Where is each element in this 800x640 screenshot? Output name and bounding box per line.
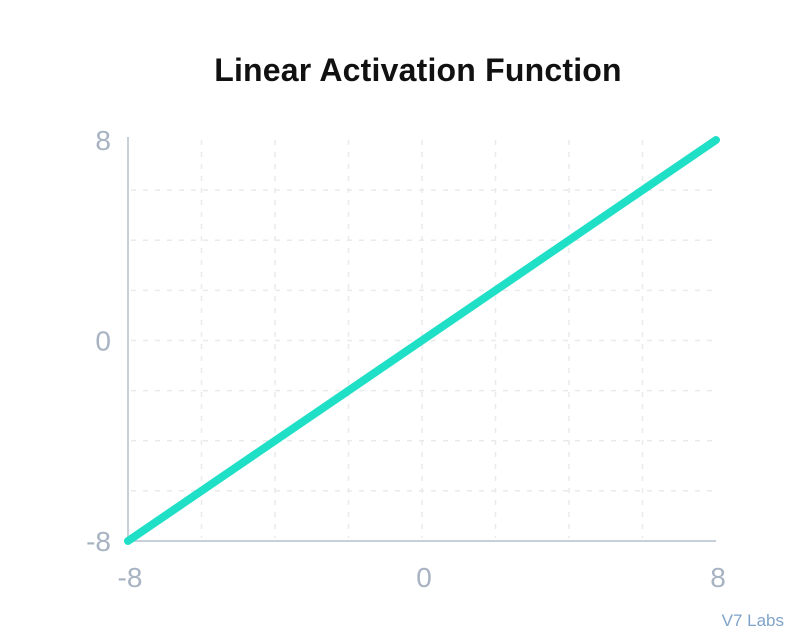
data-line bbox=[124, 136, 720, 545]
y-tick-label: -8 bbox=[86, 526, 111, 557]
chart-title: Linear Activation Function bbox=[214, 52, 622, 88]
x-tick-label: -8 bbox=[118, 562, 143, 593]
y-tick-label: 8 bbox=[95, 125, 111, 156]
watermark-v7-labs: V7 Labs bbox=[721, 611, 784, 630]
x-tick-label: 0 bbox=[416, 562, 432, 593]
x-tick-label: 8 bbox=[710, 562, 726, 593]
y-tick-label: 0 bbox=[95, 326, 111, 357]
